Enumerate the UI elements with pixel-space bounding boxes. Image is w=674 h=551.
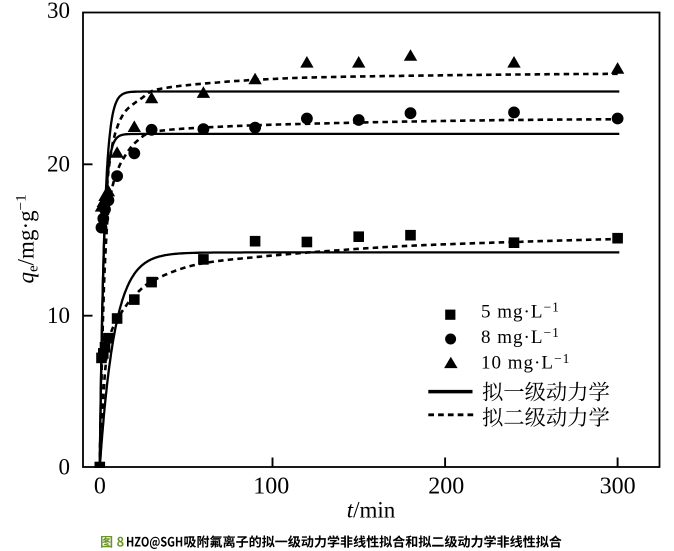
svg-text:qe/mg·g−1: qe/mg·g−1 — [14, 194, 42, 283]
svg-text:t/min: t/min — [347, 498, 396, 523]
svg-text:10: 10 — [47, 303, 70, 328]
svg-text:0: 0 — [59, 454, 71, 479]
svg-text:300: 300 — [600, 473, 636, 499]
svg-text:10 mg·L−1: 10 mg·L−1 — [481, 351, 570, 374]
svg-text:5 mg·L−1: 5 mg·L−1 — [481, 300, 560, 323]
svg-text:200: 200 — [428, 473, 464, 499]
svg-text:100: 100 — [253, 473, 289, 499]
svg-text:8 mg·L−1: 8 mg·L−1 — [481, 325, 560, 348]
svg-text:0: 0 — [94, 473, 106, 499]
svg-text:30: 30 — [47, 0, 70, 23]
svg-text:20: 20 — [47, 152, 70, 177]
